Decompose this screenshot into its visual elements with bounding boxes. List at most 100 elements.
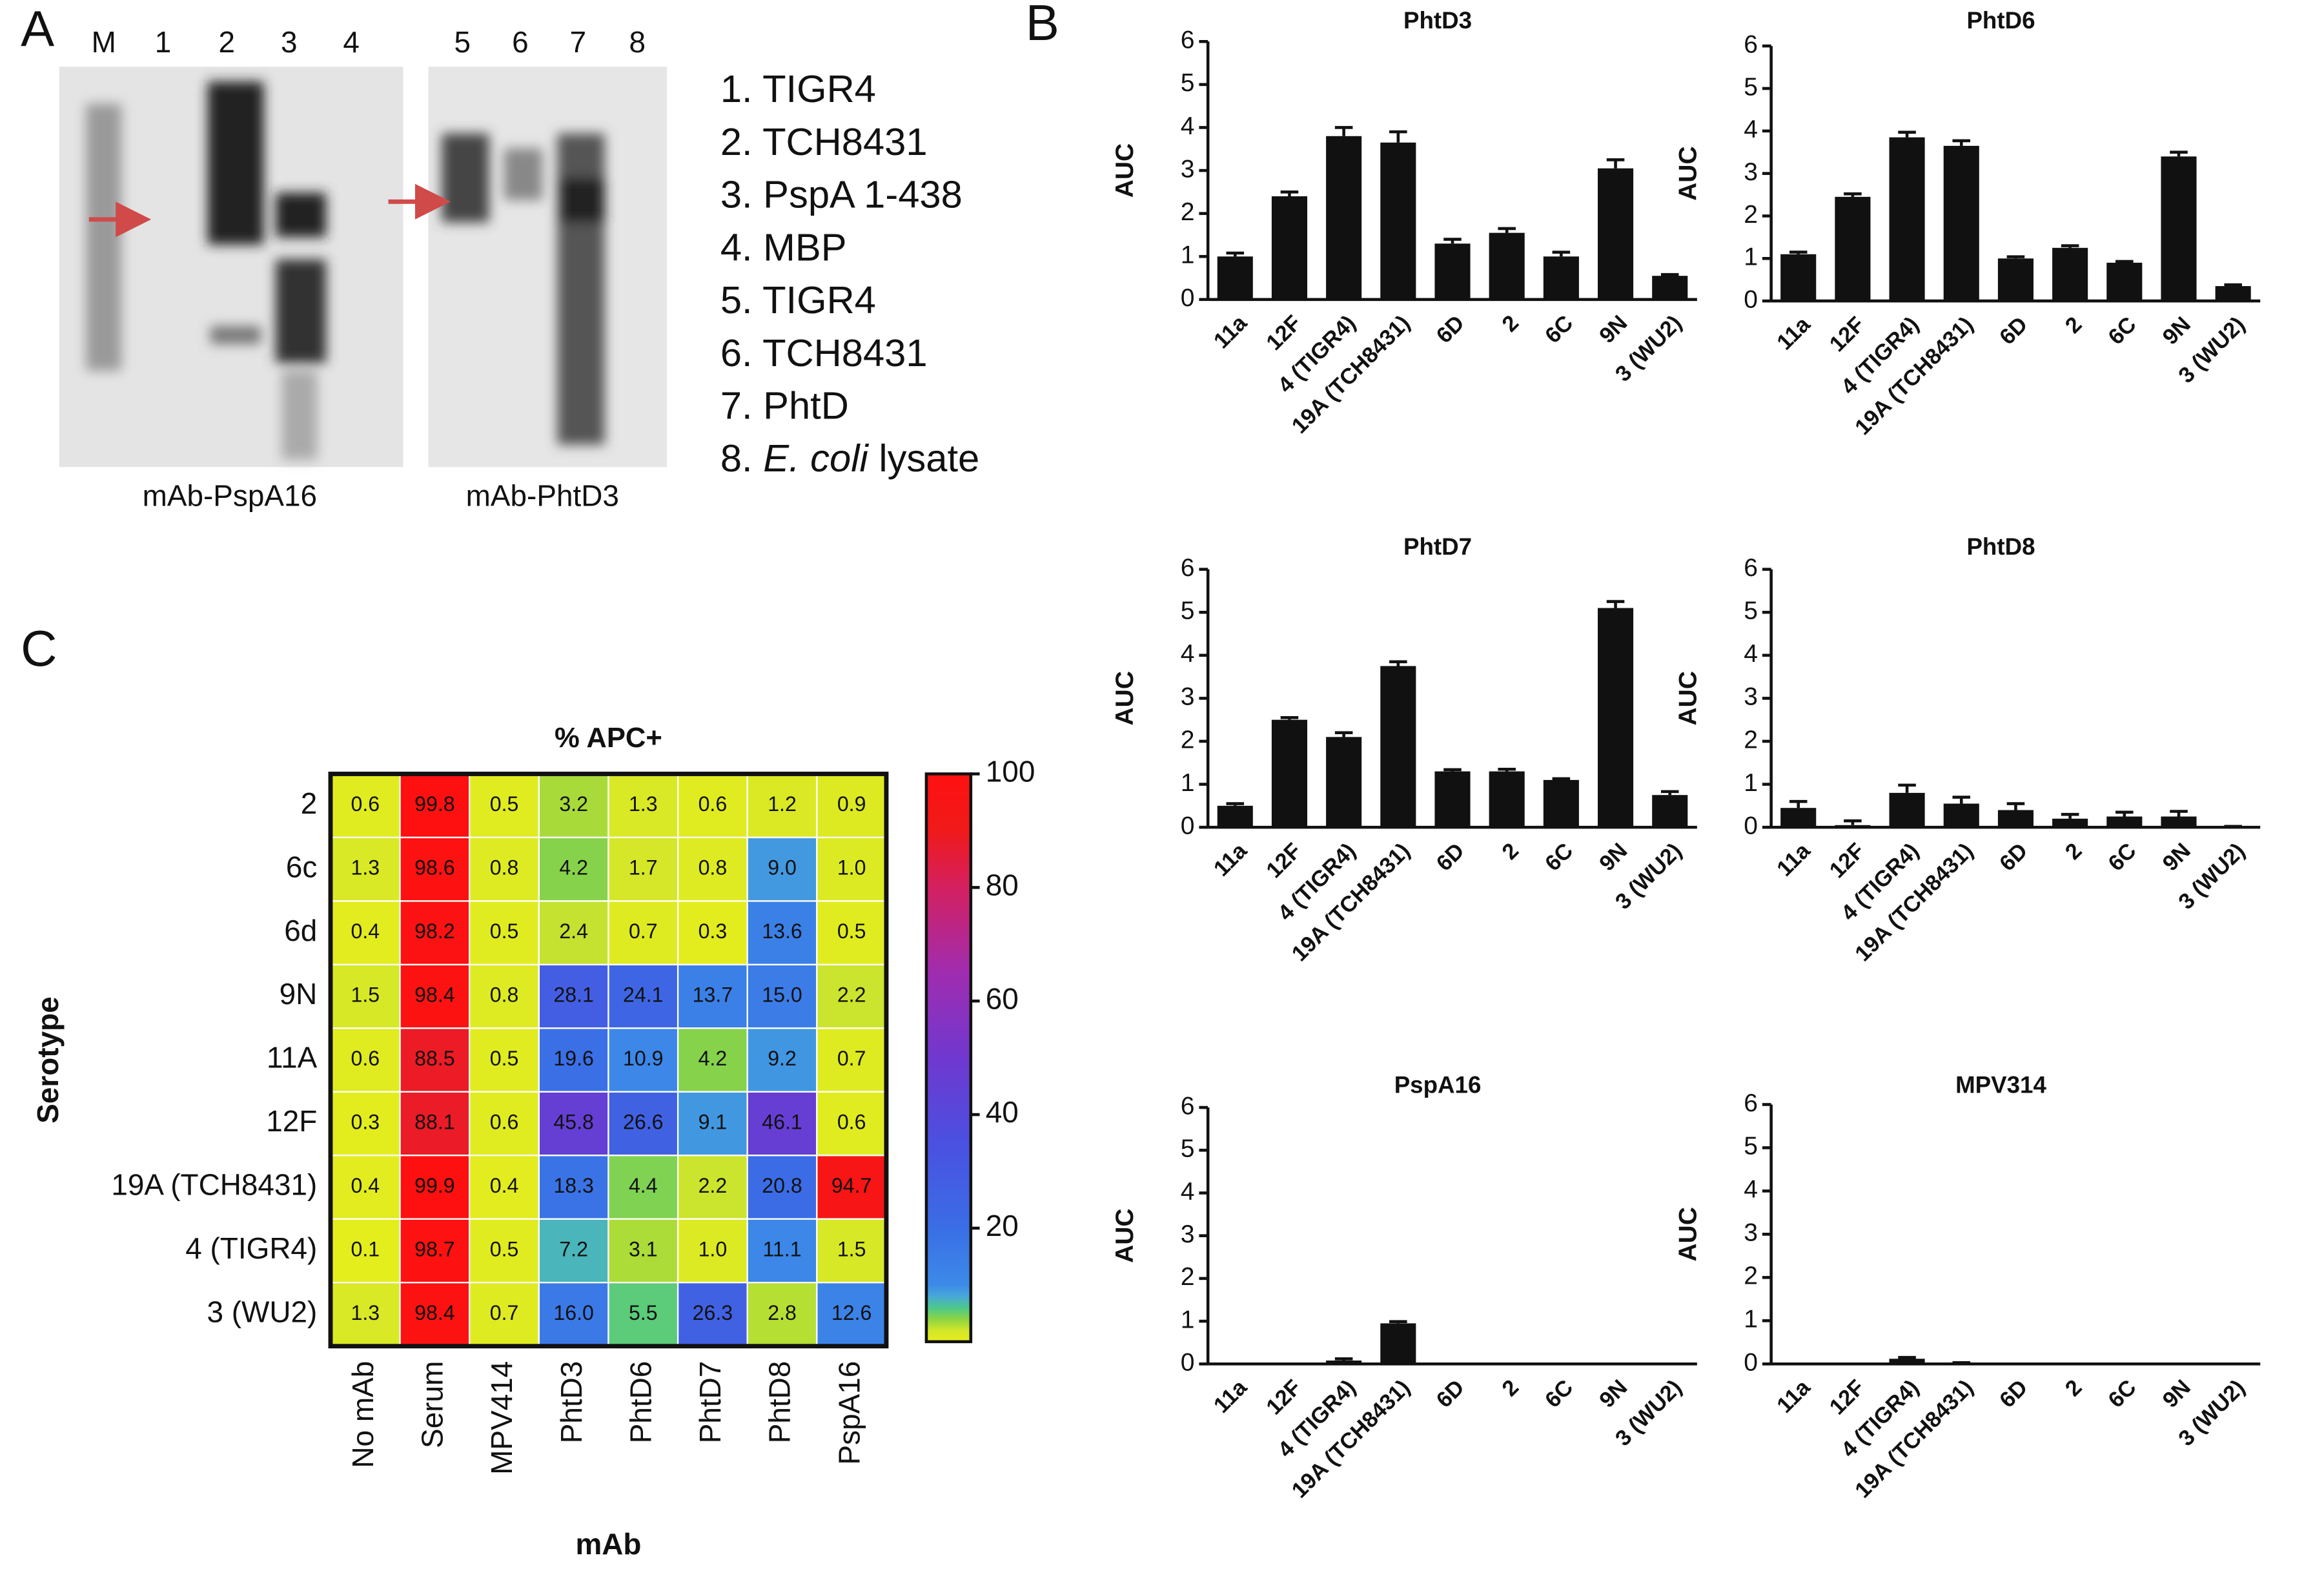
bar — [2106, 816, 2143, 828]
y-tick-label: 3 — [1181, 155, 1195, 183]
legend-item: 6. TCH8431 — [720, 331, 928, 375]
x-tick-label: 11a — [1772, 312, 1815, 355]
cell-label: 45.8 — [553, 1111, 594, 1134]
chart-title: PhtD8 — [1966, 533, 2035, 560]
bar — [1326, 737, 1362, 828]
cell-label: 0.7 — [629, 920, 658, 943]
cell-label: 3.2 — [559, 792, 588, 816]
heatmap-cell — [329, 1282, 401, 1347]
y-tick-label: 0 — [1181, 1349, 1195, 1377]
error-bar — [1789, 799, 1808, 808]
blot-right — [428, 67, 668, 468]
heatmap-cell — [399, 1218, 471, 1284]
column-label: PhtD3 — [555, 1361, 588, 1444]
lane-label: 6 — [512, 25, 529, 59]
x-tick-label: 2 — [1498, 1375, 1524, 1401]
error-bar — [1334, 1357, 1353, 1361]
cell-label: 99.8 — [414, 792, 455, 816]
cell-label: 1.2 — [768, 792, 797, 816]
y-tick-label: 3 — [1181, 683, 1195, 711]
x-tick-label: 9N — [1595, 311, 1632, 348]
y-tick-label: 0 — [1744, 285, 1758, 313]
error-bar — [1443, 238, 1462, 244]
bar — [2215, 286, 2251, 302]
error-bar — [1226, 802, 1245, 806]
heatmap-cell — [469, 1218, 540, 1284]
x-tick-label: 11a — [1209, 311, 1252, 354]
panel-letter: A — [21, 0, 54, 57]
heatmap-cell — [607, 1282, 679, 1347]
cell-label: 1.3 — [351, 1301, 380, 1324]
error-bar — [1952, 139, 1971, 146]
bar — [2052, 818, 2088, 828]
heatmap-cell — [399, 1091, 471, 1157]
cell-label: 2.4 — [559, 920, 588, 943]
lane-label: 2 — [219, 25, 236, 59]
column-label: PhtD7 — [693, 1361, 727, 1444]
chart-title: MPV314 — [1955, 1072, 2046, 1098]
cell-label: 10.9 — [623, 1047, 664, 1070]
lane-label: 4 — [343, 25, 360, 59]
column-label: No mAb — [346, 1361, 380, 1468]
cell-label: 94.7 — [831, 1174, 872, 1197]
blot-left — [59, 67, 403, 468]
blot-caption: mAb-PhtD3 — [466, 479, 619, 513]
heatmap-cell — [538, 836, 609, 902]
y-tick-label: 5 — [1181, 597, 1195, 625]
column-label: PspA16 — [832, 1361, 866, 1465]
error-bar — [1226, 251, 1245, 257]
bar — [2161, 156, 2197, 302]
cell-label: 0.5 — [490, 1237, 519, 1260]
bar — [1598, 168, 1634, 300]
heatmap-cell — [538, 900, 609, 966]
y-tick-label: 1 — [1181, 1306, 1195, 1333]
bar — [1997, 258, 2034, 302]
cell-label: 98.4 — [414, 983, 455, 1007]
heatmap-cell — [607, 1027, 679, 1093]
cell-label: 0.6 — [351, 792, 380, 816]
cell-label: 98.4 — [414, 1301, 455, 1324]
cell-label: 0.4 — [351, 1174, 380, 1197]
y-tick-label: 0 — [1181, 284, 1195, 312]
error-bar — [1280, 716, 1299, 720]
heatmap-cell — [746, 836, 818, 902]
bar — [1326, 1360, 1362, 1364]
bar — [2106, 262, 2143, 302]
error-bar — [2115, 810, 2134, 817]
column-label: PhtD8 — [763, 1361, 797, 1444]
x-tick-label: 9N — [1595, 1375, 1632, 1413]
x-tick-label: 9N — [2158, 312, 2196, 349]
y-tick-label: 2 — [1181, 726, 1195, 754]
x-tick-label: 6C — [2104, 312, 2141, 349]
y-tick-label: 6 — [1181, 554, 1195, 582]
heatmap-cell — [469, 1091, 540, 1157]
y-tick-label: 5 — [1181, 1135, 1195, 1163]
lane-label: 3 — [281, 25, 298, 59]
y-axis-label: AUC — [1675, 146, 1702, 201]
legend-item: 1. TIGR4 — [720, 67, 876, 110]
bar — [1780, 254, 1817, 302]
y-axis-label: AUC — [1111, 1208, 1139, 1263]
cell-label: 3.1 — [629, 1237, 658, 1260]
cell-label: 0.6 — [698, 792, 728, 816]
y-tick-label: 1 — [1181, 769, 1195, 797]
row-label: 9N — [280, 977, 318, 1011]
error-bar — [1334, 731, 1353, 737]
heatmap-cell — [816, 900, 888, 966]
bar — [1543, 256, 1579, 300]
cell-label: 9.2 — [768, 1047, 797, 1070]
heatmap-cell — [746, 900, 818, 966]
x-tick-label: 9N — [2158, 838, 2196, 876]
heatmap-cell — [399, 1155, 471, 1220]
error-bar — [1334, 126, 1353, 136]
cell-label: 0.4 — [490, 1174, 519, 1197]
cell-label: 0.1 — [351, 1237, 380, 1260]
lane-label: 7 — [570, 25, 587, 59]
y-axis-label: AUC — [1111, 143, 1139, 198]
error-bar — [1552, 777, 1571, 781]
x-tick-label: 9N — [1595, 838, 1632, 876]
colorbar-tick-label: 20 — [986, 1209, 1019, 1242]
y-axis-label: AUC — [1675, 1207, 1702, 1262]
y-tick-label: 6 — [1181, 1092, 1195, 1120]
error-bar — [1898, 783, 1916, 793]
